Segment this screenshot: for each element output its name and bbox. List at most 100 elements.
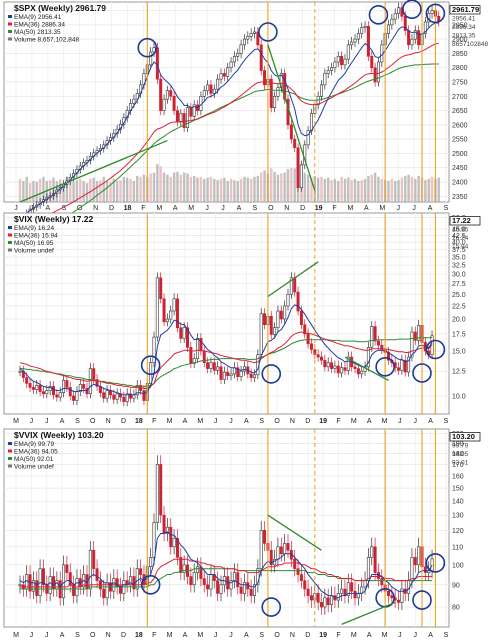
ma50-line: [20, 336, 433, 387]
x-tick-label: O: [274, 418, 280, 425]
candle-body: [169, 526, 173, 548]
x-tick-label: J: [30, 632, 34, 639]
candle-body: [75, 391, 79, 401]
candle-body: [152, 336, 156, 363]
ema36-line: [20, 558, 433, 588]
x-tick-label: S: [259, 418, 264, 425]
candle-body: [152, 522, 156, 558]
candle-body: [276, 310, 280, 328]
candle-body: [253, 584, 257, 596]
x-tick-label: J: [396, 205, 400, 212]
candle-body: [206, 84, 210, 91]
x-tick-label: A: [244, 632, 249, 639]
candle-body: [319, 356, 323, 361]
x-tick-label: M: [351, 418, 357, 425]
candle-body: [226, 67, 230, 77]
candle-body: [386, 590, 390, 596]
candle-body: [303, 324, 307, 335]
candle-body: [38, 568, 42, 596]
x-tick-label: M: [167, 418, 173, 425]
y-tick-label: 2700: [452, 94, 468, 101]
x-tick-label: A: [60, 632, 65, 639]
volume-bar: [424, 180, 427, 202]
y-tick-label: 2950: [452, 22, 468, 29]
x-tick-label: M: [348, 205, 354, 212]
x-tick-label: M: [351, 632, 357, 639]
legend-swatch: [8, 15, 12, 18]
volume-bar: [119, 180, 122, 202]
value-label: 16.95: [452, 227, 469, 234]
y-tick-label: 180: [452, 451, 464, 458]
volume-bar: [159, 166, 162, 202]
candle-body: [417, 325, 421, 341]
candle-body: [18, 370, 22, 373]
candle-body: [417, 546, 421, 566]
highlight-circle: [425, 553, 446, 573]
volume-bar: [293, 168, 296, 202]
legend-label: Volume undef: [14, 464, 54, 471]
trend-line: [267, 44, 316, 191]
candle-body: [229, 580, 233, 590]
candle-body: [423, 566, 427, 573]
y-tick-label: 2800: [452, 65, 468, 72]
candle-body: [182, 564, 186, 573]
volume-bar: [203, 178, 206, 202]
candle-body: [410, 557, 414, 581]
volume-bar: [42, 176, 45, 202]
candle-body: [242, 38, 246, 46]
candle-body: [165, 526, 169, 534]
candle-body: [286, 543, 290, 551]
candle-body: [333, 61, 337, 69]
candle-body: [95, 568, 99, 581]
x-tick-label: F: [141, 205, 145, 212]
x-tick-label: J: [229, 632, 233, 639]
candle-body: [51, 386, 55, 396]
candle-body: [236, 367, 240, 377]
x-tick-label: A: [60, 418, 65, 425]
candle-body: [386, 24, 390, 34]
x-tick-label: 19: [319, 418, 327, 425]
volume-bar: [25, 176, 28, 202]
panel-title-vix: $VIX (Weekly) 17.22: [14, 214, 93, 224]
volume-bar: [290, 167, 293, 202]
trend-line: [267, 261, 319, 298]
legend-label: EMA(9) 2956.41: [14, 14, 62, 21]
volume-bar: [229, 178, 233, 202]
candle-body: [390, 595, 394, 599]
candle-body: [159, 464, 163, 516]
x-tick-label: A: [428, 205, 433, 212]
x-tick-label: J: [45, 418, 49, 425]
x-tick-label: A: [364, 205, 369, 212]
candle-body: [417, 30, 421, 46]
candle-body: [249, 588, 253, 596]
candle-body: [356, 368, 360, 375]
candle-body: [397, 599, 401, 603]
candle-body: [222, 73, 226, 77]
candle-body: [149, 51, 153, 66]
candle-body: [263, 530, 267, 544]
x-tick-label: S: [61, 205, 66, 212]
volume-bar: [390, 178, 394, 202]
candle-body: [55, 580, 59, 590]
candle-body: [323, 359, 327, 368]
volume-bar: [62, 183, 65, 202]
x-tick-label: A: [237, 205, 242, 212]
y-tick-label: 2350: [452, 194, 468, 201]
candle-body: [55, 394, 59, 398]
volume-bar: [260, 172, 263, 202]
x-tick-label: N: [106, 418, 111, 425]
volume-bar: [129, 178, 132, 202]
trend-line: [344, 356, 389, 382]
volume-bar: [206, 177, 209, 202]
y-tick-label: 27.5: [452, 281, 466, 288]
y-tick-label: 35.0: [452, 254, 466, 261]
legend-label: MA(50) 16.95: [14, 240, 54, 247]
candle-body: [283, 73, 287, 100]
y-tick-label: 40.0: [452, 240, 466, 247]
candle-body: [219, 584, 223, 594]
candle-body: [25, 377, 29, 384]
y-tick-label: 130: [452, 513, 464, 520]
candle-body: [135, 385, 139, 396]
candle-body: [340, 367, 344, 374]
volume-bar: [373, 172, 377, 202]
